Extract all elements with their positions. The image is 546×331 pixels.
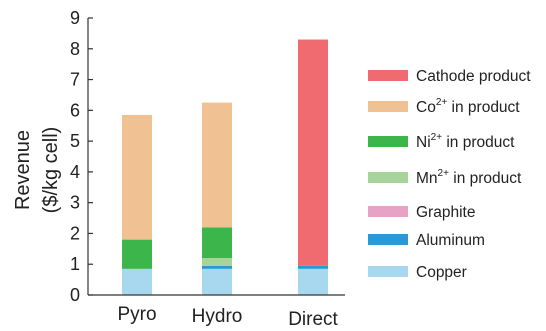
- legend-label-mn2-in-product: Mn2+ in product: [416, 168, 522, 187]
- y-axis-title: Revenue ($/kg cell): [12, 127, 62, 214]
- bar-hydro-mn2-in-product: [202, 258, 232, 266]
- legend-swatch-aluminum: [368, 234, 408, 245]
- bar-hydro-ni2-in-product: [202, 227, 232, 259]
- x-label-pyro: Pyro: [117, 304, 156, 325]
- bar-direct-copper: [298, 268, 328, 295]
- legend-label-cathode-product: Cathode product: [416, 68, 531, 85]
- bar-pyro-co2-in-product: [122, 114, 152, 240]
- x-label-hydro: Hydro: [192, 306, 243, 327]
- legend-label-aluminum: Aluminum: [416, 232, 485, 249]
- y-tick-label-1: 1: [70, 254, 80, 274]
- y-tick-label-4: 4: [70, 162, 80, 182]
- bar-pyro-ni2-in-product: [122, 239, 152, 269]
- y-tick-label-6: 6: [70, 100, 80, 120]
- y-tick-label-9: 9: [70, 8, 80, 28]
- legend-swatch-co2-in-product: [368, 101, 408, 112]
- legend-swatch-ni2-in-product: [368, 136, 408, 147]
- bar-hydro-aluminum: [202, 265, 232, 269]
- bar-direct-aluminum: [298, 265, 328, 269]
- legend-swatch-copper: [368, 266, 408, 277]
- bars-group: [122, 39, 328, 295]
- bar-pyro-copper: [122, 268, 152, 295]
- bar-hydro-copper: [202, 268, 232, 295]
- legend-swatch-mn2-in-product: [368, 172, 408, 183]
- legend-label-co2-in-product: Co2+ in product: [416, 97, 520, 116]
- y-ticks-group: 0 1 2 3 4 5 6 7 8 9: [70, 8, 93, 305]
- y-tick-label-3: 3: [70, 193, 80, 213]
- y-tick-label-5: 5: [70, 131, 80, 151]
- bar-direct-cathode-product: [298, 39, 328, 266]
- y-tick-label-0: 0: [70, 285, 80, 305]
- legend-label-graphite: Graphite: [416, 204, 475, 221]
- legend-swatch-graphite: [368, 206, 408, 217]
- x-labels-group: Pyro Hydro Direct: [117, 304, 338, 330]
- y-tick-label-8: 8: [70, 39, 80, 59]
- y-tick-label-7: 7: [70, 70, 80, 90]
- x-label-direct: Direct: [288, 309, 338, 330]
- y-tick-label-2: 2: [70, 223, 80, 243]
- legend: Cathode product Co2+ in product Ni2+ in pr…: [368, 68, 531, 281]
- bar-hydro-co2-in-product: [202, 102, 232, 228]
- legend-label-ni2-in-product: Ni2+ in product: [416, 132, 515, 151]
- axes-group: [87, 18, 345, 296]
- legend-label-copper: Copper: [416, 264, 467, 281]
- y-axis-title-line-2: ($/kg cell): [40, 127, 62, 214]
- legend-swatch-cathode-product: [368, 70, 408, 81]
- y-axis-title-line-1: Revenue: [12, 130, 34, 210]
